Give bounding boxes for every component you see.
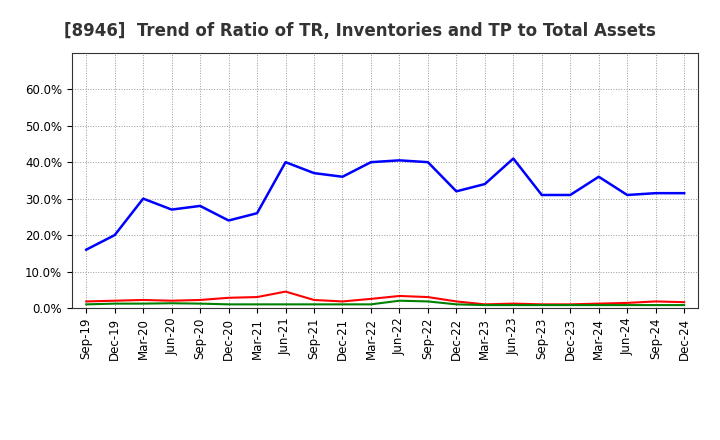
Inventories: [423, 160, 432, 165]
Inventories: [566, 192, 575, 198]
Trade Receivables: [282, 289, 290, 294]
Trade Payables: [338, 302, 347, 307]
Text: [8946]  Trend of Ratio of TR, Inventories and TP to Total Assets: [8946] Trend of Ratio of TR, Inventories…: [64, 22, 656, 40]
Inventories: [509, 156, 518, 161]
Trade Receivables: [366, 296, 375, 301]
Inventories: [167, 207, 176, 212]
Inventories: [680, 191, 688, 196]
Trade Payables: [680, 302, 688, 308]
Inventories: [366, 160, 375, 165]
Trade Receivables: [480, 302, 489, 307]
Trade Payables: [395, 298, 404, 303]
Trade Receivables: [110, 298, 119, 303]
Trade Receivables: [196, 297, 204, 303]
Inventories: [537, 192, 546, 198]
Trade Receivables: [310, 297, 318, 303]
Trade Receivables: [452, 299, 461, 304]
Inventories: [452, 189, 461, 194]
Trade Receivables: [652, 299, 660, 304]
Inventories: [139, 196, 148, 201]
Inventories: [595, 174, 603, 180]
Inventories: [395, 158, 404, 163]
Inventories: [196, 203, 204, 209]
Trade Payables: [452, 302, 461, 307]
Trade Payables: [423, 299, 432, 304]
Trade Payables: [509, 302, 518, 308]
Trade Payables: [595, 302, 603, 308]
Trade Payables: [196, 301, 204, 306]
Trade Payables: [566, 302, 575, 308]
Line: Inventories: Inventories: [86, 158, 684, 249]
Inventories: [82, 247, 91, 252]
Trade Receivables: [395, 293, 404, 299]
Trade Receivables: [566, 302, 575, 307]
Trade Payables: [225, 302, 233, 307]
Trade Receivables: [338, 299, 347, 304]
Trade Receivables: [225, 295, 233, 301]
Inventories: [338, 174, 347, 180]
Line: Trade Receivables: Trade Receivables: [86, 292, 684, 304]
Trade Receivables: [680, 300, 688, 305]
Trade Receivables: [595, 301, 603, 306]
Trade Receivables: [423, 294, 432, 300]
Trade Payables: [167, 301, 176, 306]
Line: Trade Payables: Trade Payables: [86, 301, 684, 305]
Inventories: [282, 160, 290, 165]
Inventories: [623, 192, 631, 198]
Trade Receivables: [82, 299, 91, 304]
Inventories: [310, 170, 318, 176]
Inventories: [652, 191, 660, 196]
Trade Receivables: [253, 294, 261, 300]
Trade Payables: [82, 302, 91, 307]
Trade Receivables: [167, 298, 176, 303]
Trade Payables: [282, 302, 290, 307]
Inventories: [110, 232, 119, 238]
Trade Payables: [310, 302, 318, 307]
Inventories: [480, 181, 489, 187]
Trade Payables: [110, 301, 119, 306]
Trade Payables: [366, 302, 375, 307]
Trade Payables: [253, 302, 261, 307]
Inventories: [225, 218, 233, 223]
Trade Payables: [139, 301, 148, 306]
Trade Receivables: [623, 300, 631, 305]
Trade Receivables: [537, 302, 546, 307]
Trade Receivables: [139, 297, 148, 303]
Trade Payables: [652, 302, 660, 308]
Trade Payables: [623, 302, 631, 308]
Trade Payables: [537, 302, 546, 308]
Inventories: [253, 211, 261, 216]
Trade Receivables: [509, 301, 518, 306]
Trade Payables: [480, 302, 489, 308]
